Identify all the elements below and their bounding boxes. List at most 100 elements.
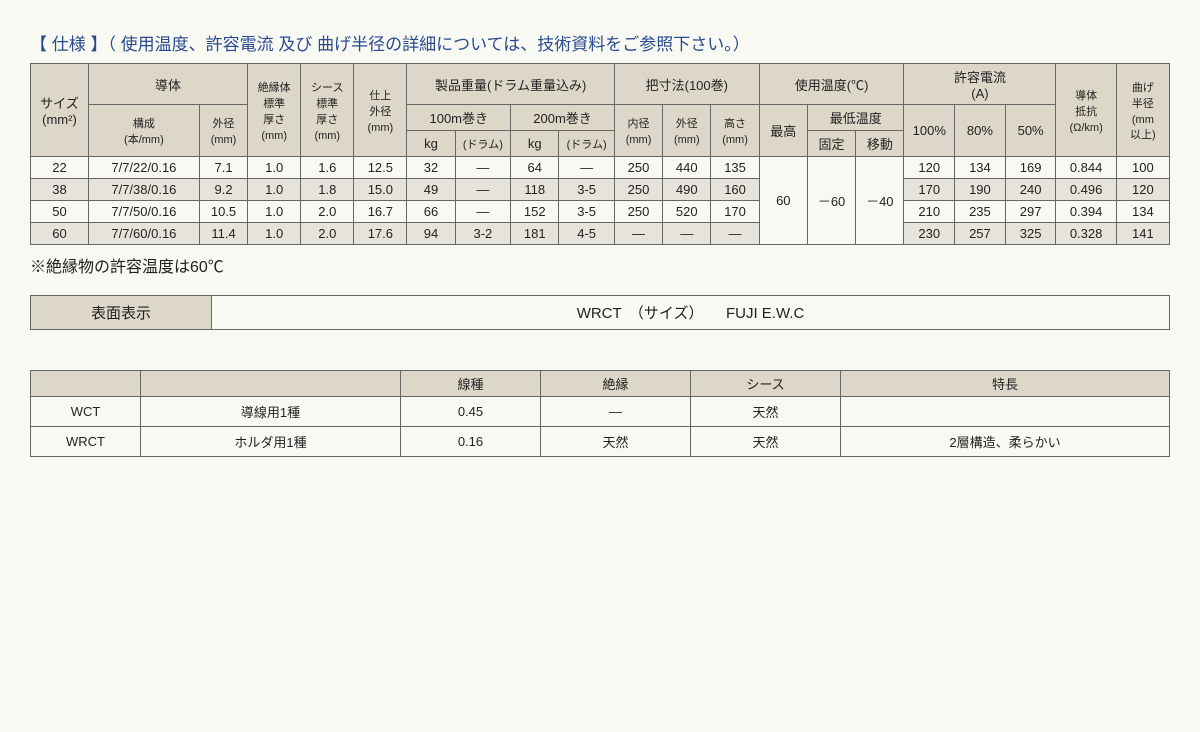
cell: 170	[904, 179, 955, 201]
cell: 0.328	[1056, 223, 1116, 245]
cell: 235	[955, 201, 1006, 223]
insulation-note: ※絶縁物の許容温度は60℃	[30, 253, 1170, 277]
cell: 15.0	[354, 179, 407, 201]
th-allow: 許容電流 (A)	[904, 64, 1056, 105]
cell: 天然	[691, 397, 841, 427]
cell: 170	[711, 201, 759, 223]
cell: —	[559, 157, 615, 179]
cell: 16.7	[354, 201, 407, 223]
cell: 210	[904, 201, 955, 223]
cell: —	[541, 397, 691, 427]
cell: 50	[31, 201, 89, 223]
cell	[841, 397, 1170, 427]
th-tmov: 移動	[856, 131, 904, 157]
cell: 38	[31, 179, 89, 201]
cell: 2.0	[301, 201, 354, 223]
tt-h2: 線種	[401, 371, 541, 397]
spec-table: サイズ (mm²) 導体 絶縁体 標準 厚さ (mm) シース 標準 厚さ (m…	[30, 63, 1170, 245]
cell: 12.5	[354, 157, 407, 179]
th-tmax: 最高	[759, 105, 807, 157]
th-res: 導体 抵抗 (Ω/km)	[1056, 64, 1116, 157]
cell: 160	[711, 179, 759, 201]
cell: 66	[407, 201, 455, 223]
cell: —	[455, 157, 510, 179]
cell: 250	[614, 179, 662, 201]
cell: 190	[955, 179, 1006, 201]
cell: 22	[31, 157, 89, 179]
th-tmin: 最低温度	[807, 105, 904, 131]
th-dr2: (ドラム)	[559, 131, 615, 157]
cell: 49	[407, 179, 455, 201]
th-w200: 200m巻き	[511, 105, 615, 131]
th-tfix: 固定	[807, 131, 855, 157]
cell: 181	[511, 223, 559, 245]
tt-h0	[31, 371, 141, 397]
temp-cell: －40	[856, 157, 904, 245]
cell: 297	[1005, 201, 1056, 223]
th-weight: 製品重量(ドラム重量込み)	[407, 64, 615, 105]
table-row: 227/7/22/0.167.11.01.612.532—64—25044013…	[31, 157, 1170, 179]
cell: 64	[511, 157, 559, 179]
th-h: 高さ (mm)	[711, 105, 759, 157]
cell: 440	[663, 157, 711, 179]
th-kg2: kg	[511, 131, 559, 157]
cell: 天然	[541, 427, 691, 457]
cell: 169	[1005, 157, 1056, 179]
th-comp: 構成 (本/mm)	[88, 105, 199, 157]
cell: 1.6	[301, 157, 354, 179]
temp-cell: －60	[807, 157, 855, 245]
th-bend: 曲げ 半径 (mm 以上)	[1116, 64, 1169, 157]
type-table: 線種 絶縁 シース 特長 WCT導線用1種0.45—天然WRCTホルダ用1種0.…	[30, 370, 1170, 457]
cell: 520	[663, 201, 711, 223]
cell: —	[455, 179, 510, 201]
cell: 7.1	[199, 157, 247, 179]
cell: 240	[1005, 179, 1056, 201]
temp-cell: 60	[759, 157, 807, 245]
cell: 1.0	[248, 223, 301, 245]
cell: 1.0	[248, 201, 301, 223]
cell: 天然	[691, 427, 841, 457]
cell: 17.6	[354, 223, 407, 245]
th-w100: 100m巻き	[407, 105, 511, 131]
cell: 3-5	[559, 179, 615, 201]
cell: 7/7/38/0.16	[88, 179, 199, 201]
cell: 2.0	[301, 223, 354, 245]
cell: 7/7/22/0.16	[88, 157, 199, 179]
cell: 0.16	[401, 427, 541, 457]
th-dr1: (ドラム)	[455, 131, 510, 157]
th-odd: 外径 (mm)	[663, 105, 711, 157]
cell: 152	[511, 201, 559, 223]
surface-content: WRCT （サイズ） FUJI E.W.C	[212, 296, 1169, 329]
cell: 0.844	[1056, 157, 1116, 179]
cell: —	[614, 223, 662, 245]
tt-h4: シース	[691, 371, 841, 397]
cell: 3-5	[559, 201, 615, 223]
cell: 120	[1116, 179, 1169, 201]
cell: 120	[904, 157, 955, 179]
table-row: 507/7/50/0.1610.51.02.016.766—1523-52505…	[31, 201, 1170, 223]
th-ins: 絶縁体 標準 厚さ (mm)	[248, 64, 301, 157]
th-id: 内径 (mm)	[614, 105, 662, 157]
cell: 0.45	[401, 397, 541, 427]
tt-h5: 特長	[841, 371, 1170, 397]
cell: 1.0	[248, 157, 301, 179]
table-row: WRCTホルダ用1種0.16天然天然2層構造、柔らかい	[31, 427, 1170, 457]
th-kg1: kg	[407, 131, 455, 157]
cell: 7/7/50/0.16	[88, 201, 199, 223]
table-row: 387/7/38/0.169.21.01.815.049—1183-525049…	[31, 179, 1170, 201]
cell: —	[455, 201, 510, 223]
surface-label: 表面表示	[31, 296, 212, 329]
table-row: 607/7/60/0.1611.41.02.017.6943-21814-5——…	[31, 223, 1170, 245]
cell: 230	[904, 223, 955, 245]
cell: 2層構造、柔らかい	[841, 427, 1170, 457]
cell: 0.496	[1056, 179, 1116, 201]
tt-h3: 絶縁	[541, 371, 691, 397]
cell: 0.394	[1056, 201, 1116, 223]
cell: 250	[614, 201, 662, 223]
th-p100: 100%	[904, 105, 955, 157]
cell: 4-5	[559, 223, 615, 245]
cell: 9.2	[199, 179, 247, 201]
th-dims: 把寸法(100巻)	[614, 64, 759, 105]
cell: 118	[511, 179, 559, 201]
surface-marking-row: 表面表示 WRCT （サイズ） FUJI E.W.C	[30, 295, 1170, 330]
